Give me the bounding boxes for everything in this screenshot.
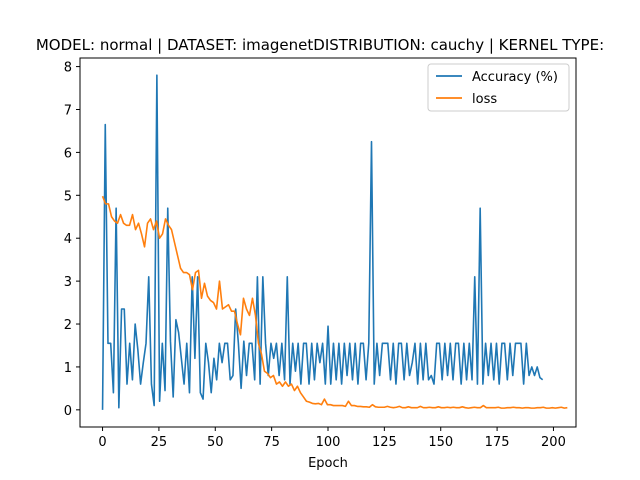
y-tick-label: 0 bbox=[64, 404, 72, 419]
x-tick-label: 125 bbox=[372, 435, 397, 450]
x-tick-label: 25 bbox=[151, 435, 168, 450]
legend-box bbox=[427, 63, 570, 112]
legend-entry: Accuracy (%) bbox=[472, 70, 558, 85]
chart-title: MODEL: normal | DATASET: imagenetDISTRIB… bbox=[36, 36, 604, 54]
y-axis: 0 1 2 3 4 5 6 7 8 bbox=[64, 61, 80, 419]
x-tick-label: 75 bbox=[263, 435, 280, 450]
x-tick-label: 50 bbox=[207, 435, 224, 450]
x-tick-label: 100 bbox=[316, 435, 341, 450]
legend: Accuracy (%) loss bbox=[427, 63, 570, 112]
y-tick-label: 8 bbox=[64, 61, 72, 76]
y-tick-label: 5 bbox=[64, 189, 72, 204]
x-tick-label: 150 bbox=[428, 435, 453, 450]
x-axis-label: Epoch bbox=[308, 456, 348, 471]
series-line-accuracy bbox=[101, 74, 544, 410]
y-tick-label: 3 bbox=[64, 275, 72, 290]
y-tick-label: 2 bbox=[64, 318, 72, 333]
series-line-loss bbox=[101, 195, 568, 409]
x-tick-label: 0 bbox=[98, 435, 106, 450]
y-tick-label: 4 bbox=[64, 232, 72, 247]
legend-entry: loss bbox=[472, 92, 497, 107]
x-tick-label: 175 bbox=[485, 435, 510, 450]
x-axis: 0 25 50 75 100 125 150 175 200 bbox=[98, 427, 566, 450]
x-tick-label: 200 bbox=[541, 435, 566, 450]
plot-area bbox=[101, 74, 568, 410]
y-tick-label: 7 bbox=[64, 103, 72, 118]
y-tick-label: 6 bbox=[64, 146, 72, 161]
y-tick-label: 1 bbox=[64, 361, 72, 376]
